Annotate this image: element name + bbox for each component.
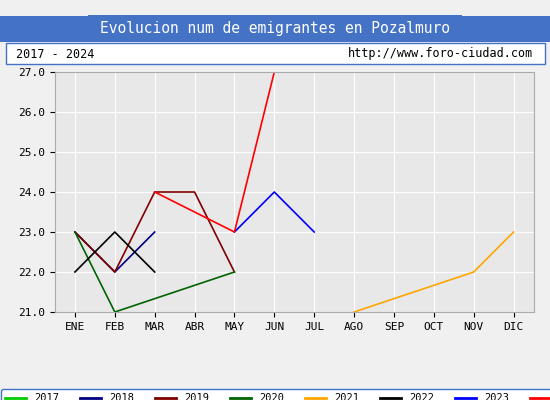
Text: Evolucion num de emigrantes en Pozalmuro: Evolucion num de emigrantes en Pozalmuro [100, 18, 450, 34]
Text: 2017 - 2024: 2017 - 2024 [16, 48, 95, 60]
Text: Evolucion num de emigrantes en Pozalmuro: Evolucion num de emigrantes en Pozalmuro [92, 20, 458, 35]
Legend: 2017, 2018, 2019, 2020, 2021, 2022, 2023, 2024: 2017, 2018, 2019, 2020, 2021, 2022, 2023… [1, 389, 550, 400]
Text: Evolucion num de emigrantes en Pozalmuro: Evolucion num de emigrantes en Pozalmuro [100, 21, 450, 36]
Text: http://www.foro-ciudad.com: http://www.foro-ciudad.com [348, 48, 534, 60]
